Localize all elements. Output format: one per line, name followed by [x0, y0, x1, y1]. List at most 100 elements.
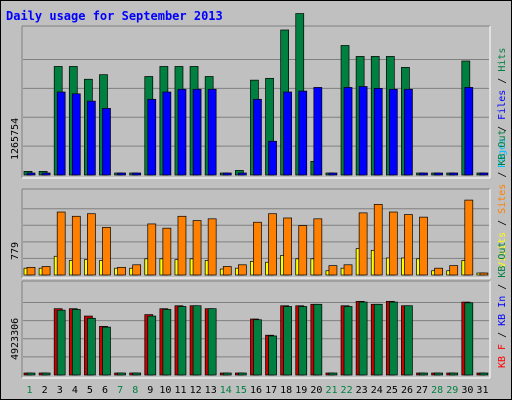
bar-hits-files-day-3 [56, 91, 66, 176]
bar-kbytes-sites-day-24 [373, 204, 383, 276]
bar-traffic-kb-out-day-20 [313, 303, 323, 376]
x-tick-label: 3 [57, 385, 63, 396]
legend-separator: / [497, 326, 508, 344]
y-axis-max-label: 4923306 [10, 318, 21, 360]
x-tick-label: 26 [401, 385, 413, 396]
bar-traffic-kb-out-day-5 [87, 317, 96, 376]
legend: Visits / Sites / KB Out [497, 130, 508, 268]
bar-hits-files-day-1 [26, 172, 36, 176]
bar-hits-files-day-19 [298, 90, 308, 176]
x-tick-label: 15 [235, 385, 247, 396]
x-tick-label: 14 [220, 385, 232, 396]
bar-traffic-kb-out-day-29 [449, 372, 459, 376]
bar-traffic-kb-out-day-17 [268, 335, 277, 376]
legend-separator: / [497, 166, 508, 184]
bar-hits-files-day-13 [207, 88, 217, 176]
bar-kbytes-sites-day-8 [132, 264, 142, 276]
bar-kbytes-sites-day-6 [102, 226, 111, 276]
bar-hits-files-day-2 [41, 172, 51, 176]
bar-hits-files-day-27 [419, 172, 428, 176]
x-tick-label: 30 [461, 385, 473, 396]
x-tick-label: 9 [147, 385, 153, 396]
x-tick-label: 12 [190, 385, 202, 396]
bar-kbytes-sites-day-19 [298, 225, 308, 276]
bar-kbytes-sites-day-11 [177, 215, 187, 276]
legend-kb-out: KB Out [497, 130, 508, 166]
chart-title: Daily usage for September 2013 [6, 9, 223, 23]
x-tick-label: 21 [325, 385, 337, 396]
bar-traffic-kb-out-day-9 [147, 315, 157, 376]
legend-separator: / [497, 214, 508, 232]
x-tick-label: 5 [87, 385, 93, 396]
bar-traffic-kb-out-day-22 [343, 306, 353, 376]
legend-pages: Pages [497, 138, 508, 168]
bar-kbytes-sites-day-7 [117, 266, 126, 276]
bar-traffic-kb-out-day-30 [464, 302, 474, 376]
x-tick-label: 29 [446, 385, 458, 396]
bar-kbytes-sites-day-3 [56, 211, 66, 276]
bar-kbytes-sites-day-5 [87, 213, 96, 276]
bar-hits-files-day-29 [449, 172, 459, 176]
bar-traffic-kb-out-day-3 [56, 309, 66, 376]
bar-kbytes-sites-day-26 [404, 214, 413, 276]
x-tick-label: 18 [280, 385, 292, 396]
bar-kbytes-sites-day-18 [283, 217, 292, 276]
bar-traffic-kb-out-day-6 [102, 326, 111, 376]
bar-traffic-kb-out-day-15 [238, 372, 247, 376]
bar-traffic-kb-out-day-19 [298, 306, 308, 376]
panel-kbytes: 779 Visits / Sites / KB Out [10, 130, 508, 279]
bar-kbytes-sites-day-2 [41, 266, 51, 276]
bar-hits-files-day-21 [328, 172, 338, 176]
legend: KB F / KB In / KB Out [497, 242, 508, 368]
legend-kb-in: KB In [497, 296, 508, 326]
panel-hits: 1265754 Pages / Files / Hits [10, 13, 508, 179]
x-tick-label: 4 [72, 385, 78, 396]
x-tick-label: 23 [356, 385, 368, 396]
legend-separator: / [497, 120, 508, 138]
bar-hits-files-day-9 [147, 98, 157, 176]
bar-traffic-kb-out-day-18 [283, 306, 292, 376]
x-tick-label: 31 [476, 385, 488, 396]
x-tick-label: 28 [431, 385, 443, 396]
bar-hits-files-day-31 [479, 172, 489, 176]
bar-hits-files-day-23 [358, 86, 368, 176]
bar-traffic-kb-out-day-26 [404, 305, 413, 376]
bar-traffic-kb-out-day-1 [26, 372, 36, 376]
bar-kbytes-sites-day-4 [71, 215, 81, 276]
bar-hits-files-day-14 [222, 172, 232, 176]
x-tick-label: 13 [205, 385, 217, 396]
bar-kbytes-sites-day-30 [464, 199, 474, 276]
x-tick-label: 1 [27, 385, 33, 396]
y-axis-max-label: 779 [10, 242, 21, 260]
bar-kbytes-sites-day-28 [434, 267, 443, 276]
y-axis-max-label: 1265754 [10, 118, 21, 160]
bar-kbytes-sites-day-1 [26, 266, 36, 276]
legend-separator: / [497, 278, 508, 296]
bar-kbytes-sites-day-29 [449, 265, 459, 276]
chart-panels: 1265754 Pages / Files / Hits 779 Visits / S… [10, 13, 508, 379]
bar-kbytes-sites-day-23 [358, 212, 368, 276]
legend-files: Files [497, 90, 508, 120]
x-tick-label: 8 [132, 385, 138, 396]
bar-traffic-kb-out-day-2 [41, 372, 51, 376]
bar-hits-files-day-11 [177, 88, 187, 176]
bar-kbytes-sites-day-12 [192, 220, 202, 276]
bar-kbytes-sites-day-14 [222, 266, 232, 276]
bar-hits-files-day-25 [388, 88, 398, 176]
bar-kbytes-sites-day-25 [388, 211, 398, 276]
bar-kbytes-sites-day-20 [313, 218, 323, 276]
legend-kb-out: KB Out [497, 242, 508, 278]
bar-kbytes-sites-day-27 [419, 216, 428, 276]
bar-traffic-kb-out-day-21 [328, 372, 338, 376]
bar-hits-files-day-30 [464, 87, 474, 176]
bar-traffic-kb-out-day-4 [71, 309, 81, 376]
x-tick-label: 2 [42, 385, 48, 396]
x-tick-label: 20 [310, 385, 322, 396]
x-tick-label: 22 [341, 385, 353, 396]
x-tick-label: 27 [416, 385, 428, 396]
x-tick-label: 7 [117, 385, 123, 396]
x-tick-label: 16 [250, 385, 262, 396]
bar-kbytes-sites-day-13 [207, 218, 217, 276]
bar-hits-files-day-17 [268, 140, 277, 176]
bar-hits-files-day-22 [343, 87, 353, 176]
